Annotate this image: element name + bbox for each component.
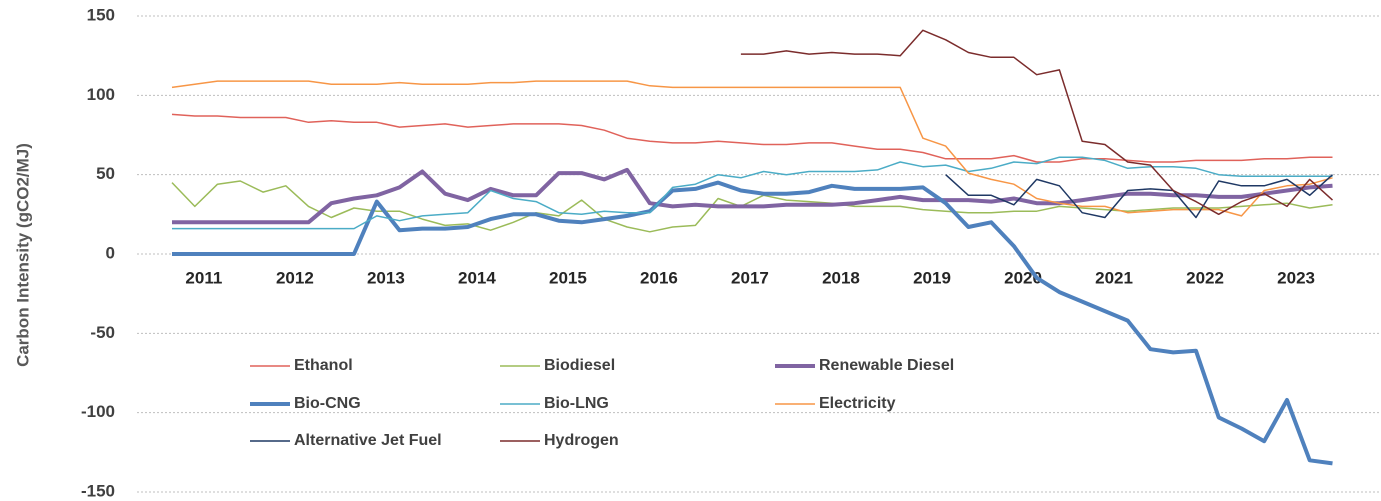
series-line	[171, 180, 1333, 233]
legend-label: Alternative Jet Fuel	[294, 432, 442, 449]
legend-label: Renewable Diesel	[819, 357, 954, 374]
series-line	[172, 156, 1333, 230]
series-line	[172, 167, 1333, 225]
x-tick-label: 2013	[367, 268, 405, 287]
series-line	[171, 80, 1333, 217]
legend-label: Biodiesel	[544, 357, 615, 374]
legend-label: Hydrogen	[544, 432, 619, 449]
x-tick-label: 2022	[1186, 268, 1224, 287]
y-tick-label: 150	[87, 5, 115, 24]
legend-label: Bio-LNG	[544, 395, 609, 412]
series-line	[172, 180, 1333, 466]
legend-label: Electricity	[819, 395, 896, 412]
series-line	[945, 174, 1334, 219]
y-tick-label: -50	[90, 323, 115, 342]
series-line	[740, 29, 1334, 216]
legend-label: Ethanol	[294, 357, 353, 374]
series-line	[171, 113, 1333, 163]
y-axis-title: Carbon Intensity (gCO2/MJ)	[13, 143, 32, 367]
y-tick-label: 0	[106, 243, 115, 262]
x-tick-label: 2012	[276, 268, 314, 287]
x-tick-label: 2015	[549, 268, 587, 287]
x-tick-label: 2014	[458, 268, 496, 287]
y-tick-label: -150	[81, 481, 115, 500]
x-tick-label: 2017	[731, 268, 769, 287]
x-tick-label: 2021	[1095, 268, 1133, 287]
y-tick-label: 100	[87, 85, 115, 104]
y-tick-label: -100	[81, 402, 115, 421]
x-tick-label: 2016	[640, 268, 678, 287]
legend-label: Bio-CNG	[294, 395, 361, 412]
x-tick-label: 2018	[822, 268, 860, 287]
x-tick-label: 2011	[185, 268, 222, 287]
y-tick-label: 50	[96, 164, 115, 183]
x-tick-label: 2023	[1277, 268, 1315, 287]
x-tick-label: 2019	[913, 268, 951, 287]
